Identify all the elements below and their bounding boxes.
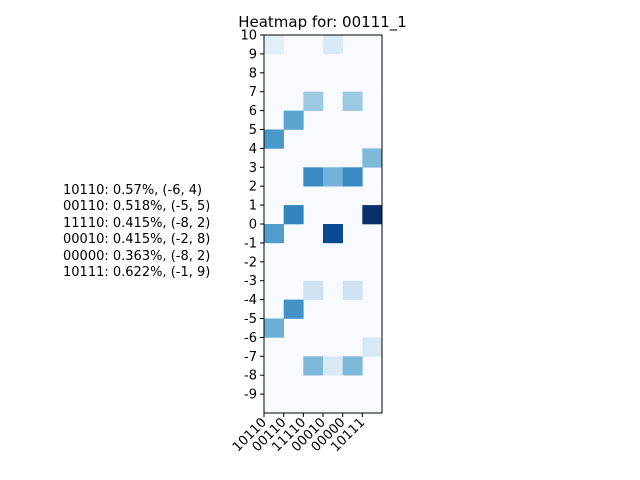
y-tick-label: -5	[244, 312, 257, 327]
annotation-line: 00010: 0.415%, (-2, 8)	[63, 232, 211, 248]
annotation-line: 11110: 0.415%, (-8, 2)	[63, 215, 211, 231]
y-tick-label: 8	[249, 66, 257, 81]
heatmap-cells	[264, 35, 383, 413]
heatmap-cell	[303, 280, 324, 300]
y-tick-label: 0	[249, 218, 257, 233]
heatmap-cell	[362, 148, 383, 168]
annotation-line: 10110: 0.57%, (-6, 4)	[63, 183, 203, 198]
y-tick-label: 7	[249, 85, 257, 100]
chart-title: Heatmap for: 00111_1	[238, 13, 407, 32]
heatmap-cell	[283, 299, 304, 319]
y-tick-label: -7	[244, 350, 257, 365]
annotation-line: 10111: 0.622%, (-1, 9)	[63, 265, 211, 281]
y-tick-label: 2	[249, 180, 257, 195]
heatmap-cell	[264, 318, 284, 338]
heatmap-cell	[323, 224, 343, 244]
heatmap-cell	[342, 91, 363, 111]
heatmap-cell	[323, 167, 343, 187]
heatmap-cell	[264, 129, 284, 149]
y-tick-label: 9	[249, 47, 257, 62]
y-tick-label: -1	[244, 236, 257, 251]
heatmap-cell	[283, 205, 304, 225]
heatmap-cell	[342, 280, 363, 300]
heatmap-cell	[264, 224, 284, 244]
y-tick-label: 4	[249, 142, 257, 157]
y-tick-label: 10	[240, 29, 257, 44]
heatmap-cell	[342, 167, 363, 187]
heatmap-cell	[342, 356, 363, 376]
annotation-list: 10110: 0.57%, (-6, 4) 00110: 0.518%, (-5,…	[63, 183, 210, 281]
y-tick-label: 5	[249, 123, 257, 138]
heatmap-cell	[303, 167, 324, 187]
heatmap-cell	[303, 356, 324, 376]
heatmap-cell	[283, 110, 304, 130]
heatmap-cell	[264, 35, 284, 55]
y-tick-label: -9	[244, 388, 257, 403]
heatmap-cell	[362, 337, 383, 357]
heatmap-cell	[362, 205, 383, 225]
heatmap-cell	[303, 91, 324, 111]
y-tick-label: -2	[244, 255, 257, 270]
annotation-line: 00000: 0.363%, (-8, 2)	[63, 248, 211, 264]
y-tick-label: -3	[244, 274, 257, 289]
annotation-line: 00110: 0.518%, (-5, 5)	[63, 199, 211, 215]
y-tick-label: -6	[244, 331, 257, 346]
y-tick-label: -4	[244, 293, 257, 308]
heatmap-cell	[323, 356, 343, 376]
y-tick-label: 1	[249, 199, 257, 214]
y-tick-label: 6	[249, 104, 257, 119]
y-tick-label: -8	[244, 369, 257, 384]
heatmap-cell	[323, 35, 343, 55]
y-tick-label: 3	[249, 161, 257, 176]
